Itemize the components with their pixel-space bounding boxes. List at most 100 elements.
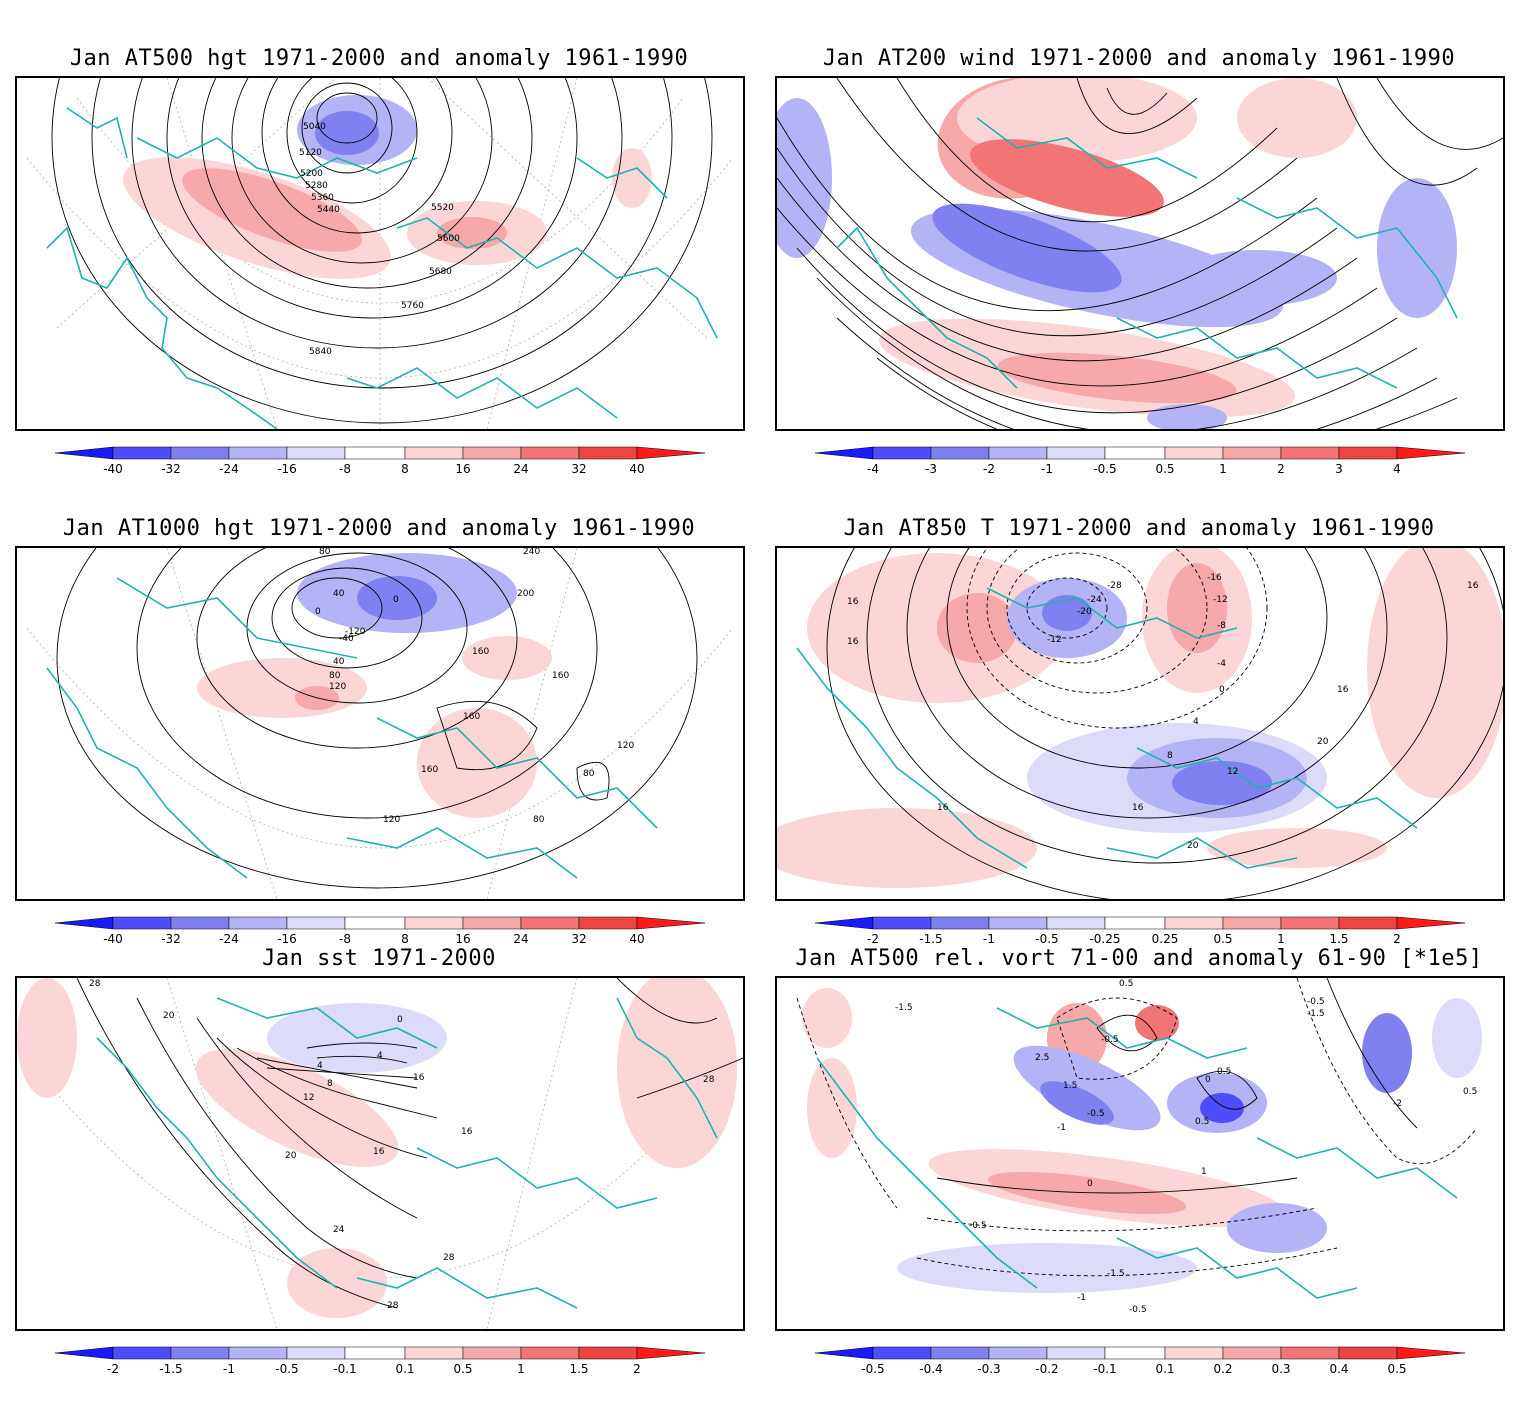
- contour-label: 4: [377, 1051, 383, 1061]
- colorbar: -0.5 -0.4 -0.3 -0.2 -0.1 0.1 0.2 0.3 0.4…: [814, 1346, 1466, 1383]
- contour-label: -40: [339, 634, 354, 644]
- colorbar-tick: 3: [1335, 462, 1343, 476]
- colorbar: -4 -3 -2 -1 -0.5 0.5 1 2 3 4: [814, 446, 1466, 483]
- colorbar-tick: 0.2: [1213, 1362, 1232, 1376]
- colorbar-tick: -1.5: [919, 932, 942, 946]
- contour-label: 4: [317, 1061, 323, 1071]
- colorbar-tick: 24: [513, 932, 528, 946]
- contour-label: 20: [1317, 737, 1329, 747]
- map-area: -1.5 0.5 -0.5 2.5 1.5 -1 -0.5 0.5 0 0.5 …: [775, 976, 1505, 1331]
- contour-label: 0: [315, 607, 321, 617]
- contour-label: 0.5: [1195, 1117, 1209, 1127]
- contour-label-group: -1.5 0.5 -0.5 2.5 1.5 -1 -0.5 0.5 0 0.5 …: [895, 979, 1477, 1315]
- contour-label: 0: [1219, 685, 1225, 695]
- colorbar-tick: 40: [629, 462, 644, 476]
- colorbar-tick: -2: [983, 462, 995, 476]
- colorbar-tick: -32: [161, 462, 181, 476]
- contour-label: 20: [1187, 841, 1199, 851]
- contour-label: 0: [393, 595, 399, 605]
- colorbar-tick: 0.25: [1152, 932, 1179, 946]
- contour-label: 28: [89, 979, 101, 989]
- contour-label: 120: [383, 815, 400, 825]
- contour-label: 28: [703, 1075, 715, 1085]
- contour-label: 160: [552, 671, 569, 681]
- contour-label: 5520: [431, 203, 454, 213]
- panel-at1000-hgt: Jan AT1000 hgt 1971-2000 and anomaly 196…: [15, 512, 745, 972]
- colorbar-tick: 0.1: [395, 1362, 414, 1376]
- contour-label: 16: [1467, 581, 1479, 591]
- colorbar-tick: -16: [277, 462, 297, 476]
- colorbar-svg: -0.5 -0.4 -0.3 -0.2 -0.1 0.1 0.2 0.3 0.4…: [814, 1346, 1466, 1376]
- colorbar-tick: -40: [103, 932, 123, 946]
- coastlines: [816, 1007, 1458, 1299]
- map-area: 5040 5120 5200 5280 5360 5440 5520 5600 …: [15, 76, 745, 431]
- colorbar-tick: -8: [339, 932, 351, 946]
- contour-label: -1.5: [895, 1003, 913, 1013]
- contour-label: -2: [1393, 1099, 1402, 1109]
- contour-label: -12: [1047, 635, 1062, 645]
- contour-label: -1.5: [1107, 1269, 1125, 1279]
- colorbar-tick: -2: [867, 932, 879, 946]
- contour-label: 200: [517, 589, 534, 599]
- colorbar-tick: -3: [925, 462, 937, 476]
- colorbar-svg: -40 -32 -24 -16 -8 8 16 24 32 40: [54, 446, 706, 476]
- colorbar-tick: -8: [339, 462, 351, 476]
- contour-label: 5120: [299, 148, 322, 158]
- contour-label: 8: [327, 1079, 333, 1089]
- colorbar-tick: 32: [571, 932, 586, 946]
- panel-title: Jan AT500 rel. vort 71-00 and anomaly 61…: [795, 946, 1483, 971]
- contour-label: 80: [319, 548, 331, 557]
- colorbar-tick: 1: [1219, 462, 1227, 476]
- contour-label: 1: [1201, 1167, 1207, 1177]
- contour-label: 160: [472, 647, 489, 657]
- colorbar-tick: 0.3: [1271, 1362, 1290, 1376]
- map-plot: 28 20 0 4 4 8 12 16 20 24 28 28 16 16 28: [17, 978, 743, 1329]
- panel-at200-wind: Jan AT200 wind 1971-2000 and anomaly 196…: [775, 42, 1505, 502]
- colorbar-tick: -16: [277, 932, 297, 946]
- contour-label: 20: [163, 1011, 175, 1021]
- contour-label: 160: [463, 712, 480, 722]
- contour-label: 120: [329, 682, 346, 692]
- colorbar-tick: 4: [1393, 462, 1401, 476]
- contour-label: 160: [421, 765, 438, 775]
- contour-label: 240: [523, 548, 540, 557]
- contour-label: 5680: [429, 267, 452, 277]
- map-plot: [777, 78, 1503, 429]
- anomaly-shading: [802, 988, 1482, 1293]
- contour-label: 12: [303, 1093, 314, 1103]
- contour-label: 16: [1337, 685, 1349, 695]
- panel-sst: Jan sst 1971-2000: [15, 942, 745, 1402]
- colorbar: -2 -1.5 -1 -0.5 -0.25 0.25 0.5 1 1.5 2: [814, 916, 1466, 953]
- contour-label: -4: [1217, 659, 1226, 669]
- vorticity-contours: [796, 978, 1478, 1277]
- anomaly-shading: [123, 95, 652, 279]
- contour-label: 16: [373, 1147, 385, 1157]
- coastlines: [796, 587, 1418, 869]
- anomaly-shading: [197, 553, 552, 818]
- colorbar-tick: 8: [401, 932, 409, 946]
- colorbar: -40 -32 -24 -16 -8 8 16 24 32 40: [54, 916, 706, 953]
- colorbar-tick: 0.1: [1155, 1362, 1174, 1376]
- panel-at850-t: Jan AT850 T 1971-2000 and anomaly 1961-1…: [775, 512, 1505, 972]
- colorbar-svg: -2 -1.5 -1 -0.5 -0.25 0.25 0.5 1 1.5 2: [814, 916, 1466, 946]
- colorbar-tick: 0.4: [1329, 1362, 1348, 1376]
- anomaly-shading: [777, 78, 1457, 429]
- map-area: 28 20 0 4 4 8 12 16 20 24 28 28 16 16 28: [15, 976, 745, 1331]
- contour-label: 16: [1132, 803, 1144, 813]
- colorbar-tick: 16: [455, 932, 470, 946]
- colorbar-svg: -40 -32 -24 -16 -8 8 16 24 32 40: [54, 916, 706, 946]
- colorbar-tick: 0.5: [1155, 462, 1174, 476]
- colorbar-tick: -4: [867, 462, 879, 476]
- colorbar-tick: -32: [161, 932, 181, 946]
- panel-title: Jan AT200 wind 1971-2000 and anomaly 196…: [822, 46, 1456, 71]
- contour-label: 120: [617, 741, 634, 751]
- contour-label: 5600: [437, 234, 460, 244]
- contour-label: 16: [461, 1127, 473, 1137]
- colorbar-tick: 0.5: [453, 1362, 472, 1376]
- panel-title: Jan sst 1971-2000: [262, 946, 496, 971]
- panel-title: Jan AT500 hgt 1971-2000 and anomaly 1961…: [69, 46, 689, 71]
- contour-label: -0.5: [1101, 1035, 1119, 1045]
- contour-label: 20: [285, 1151, 297, 1161]
- colorbar-tick: -0.2: [1035, 1362, 1058, 1376]
- colorbar-tick: 24: [513, 462, 528, 476]
